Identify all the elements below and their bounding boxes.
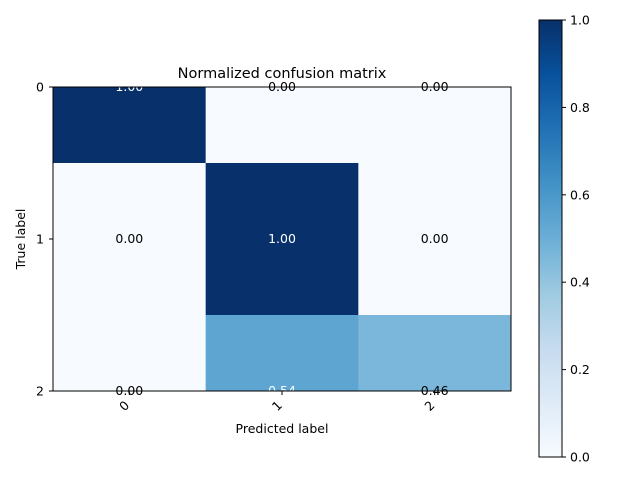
y-tick-label-2: 2: [36, 384, 44, 399]
heatmap-cell-2-2: [358, 315, 512, 392]
colorbar-tick-label-2: 0.4: [570, 275, 590, 290]
cell-label-1-2: 0.00: [421, 231, 449, 246]
heatmap-cell-1-0: [53, 163, 207, 316]
colorbar-tick-label-5: 1.0: [570, 13, 590, 28]
colorbar-tick-label-3: 0.6: [570, 187, 590, 202]
heatmap-cell-0-1: [205, 87, 359, 164]
colorbar-tick-label-0: 0.0: [570, 450, 590, 465]
x-tick-label-0: 0: [116, 398, 132, 414]
colorbar-tick-label-4: 0.8: [570, 100, 590, 115]
colorbar: [538, 19, 563, 458]
heatmap-cell-1-1: [205, 163, 359, 316]
heatmap-cell-1-2: [358, 163, 512, 316]
heatmap-cell-0-0: [53, 87, 207, 164]
y-axis-ticks: 0 1 2: [36, 80, 53, 399]
x-tick-label-2: 2: [421, 398, 437, 414]
heatmap-cell-2-0: [53, 315, 207, 392]
y-tick-label-1: 1: [36, 232, 44, 247]
heatmap-cell-0-2: [358, 87, 512, 164]
heatmap-cell-2-1: [205, 315, 359, 392]
colorbar-tick-label-1: 0.2: [570, 362, 590, 377]
cell-label-1-0: 0.00: [115, 231, 143, 246]
chart-title: Normalized confusion matrix: [178, 66, 387, 82]
x-axis-label: Predicted label: [236, 421, 329, 436]
x-tick-label-1: 1: [269, 398, 285, 414]
colorbar-ticks: 0.0 0.2 0.4 0.6 0.8 1.0: [562, 13, 590, 465]
y-tick-label-0: 0: [36, 80, 44, 95]
heatmap-cells: [53, 87, 512, 392]
y-axis-label: True label: [13, 209, 28, 271]
cell-label-1-1: 1.00: [268, 231, 296, 246]
